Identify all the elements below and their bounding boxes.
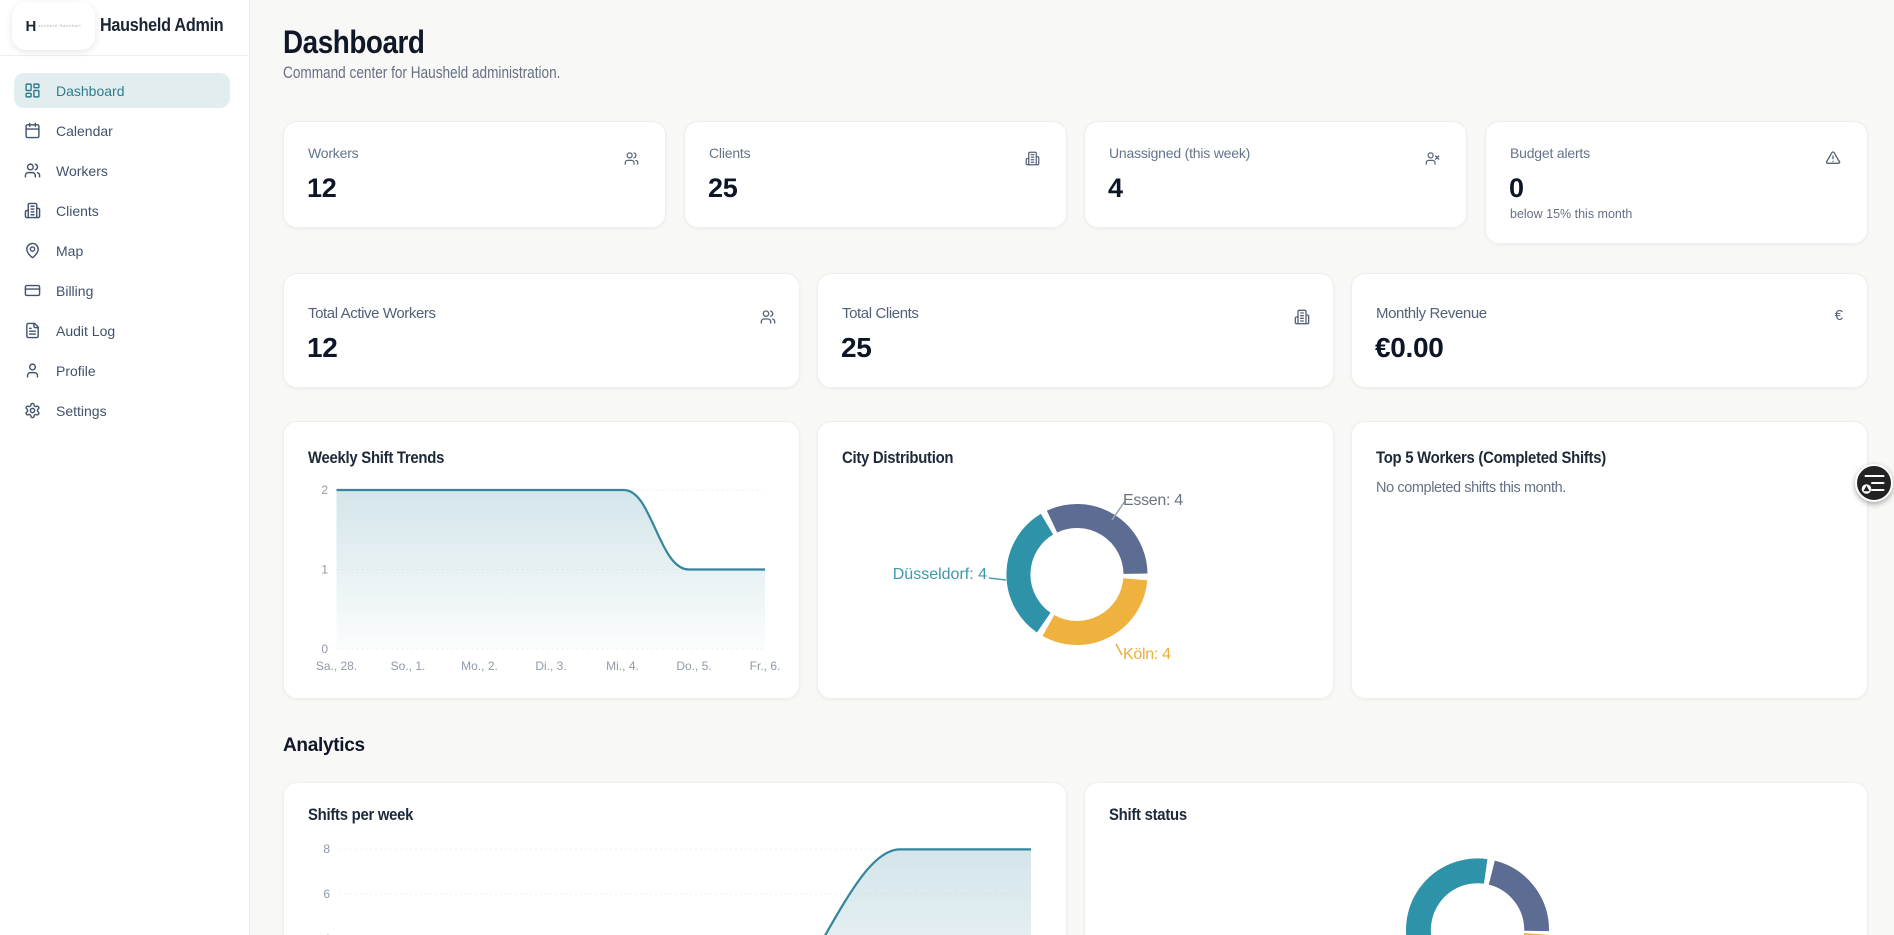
svg-text:Mi., 4.: Mi., 4. — [606, 659, 639, 673]
svg-text:Sa., 28.: Sa., 28. — [316, 659, 357, 673]
svg-text:1: 1 — [321, 563, 328, 577]
svg-text:Essen: 4: Essen: 4 — [1123, 492, 1183, 509]
svg-text:Mo., 2.: Mo., 2. — [461, 659, 498, 673]
svg-text:0: 0 — [321, 642, 328, 656]
svg-text:Do., 5.: Do., 5. — [676, 659, 711, 673]
svg-text:6: 6 — [323, 887, 330, 901]
svg-text:2: 2 — [321, 483, 328, 497]
svg-text:Fr., 6.: Fr., 6. — [750, 659, 781, 673]
svg-text:8: 8 — [323, 842, 330, 856]
svg-text:Di., 3.: Di., 3. — [535, 659, 566, 673]
svg-text:Düsseldorf: 4: Düsseldorf: 4 — [893, 566, 987, 583]
svg-text:So., 1.: So., 1. — [391, 659, 426, 673]
svg-text:4: 4 — [323, 932, 330, 935]
svg-text:Köln: 4: Köln: 4 — [1123, 646, 1171, 663]
